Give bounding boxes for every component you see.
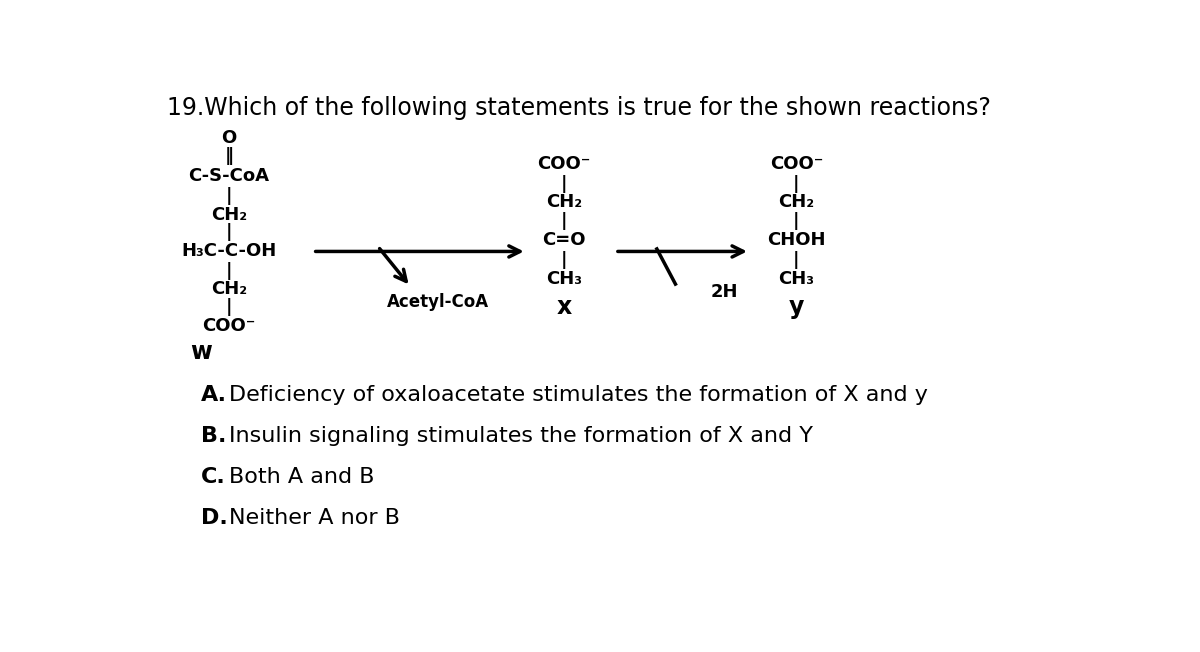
Text: w: w — [191, 340, 212, 364]
Text: |: | — [226, 262, 233, 280]
Text: Neither A nor B: Neither A nor B — [229, 508, 400, 528]
Text: |: | — [560, 213, 568, 230]
Text: |: | — [793, 251, 799, 269]
Text: y: y — [788, 295, 804, 319]
Text: CH₂: CH₂ — [546, 193, 582, 211]
Text: H₃C-C-OH: H₃C-C-OH — [181, 243, 277, 260]
Text: C.: C. — [202, 467, 226, 487]
Text: COO⁻: COO⁻ — [203, 317, 256, 334]
Text: |: | — [793, 213, 799, 230]
Text: 2H: 2H — [710, 282, 738, 301]
Text: ‖: ‖ — [224, 147, 234, 165]
Text: CH₃: CH₃ — [779, 270, 815, 288]
Text: |: | — [560, 175, 568, 193]
Text: |: | — [560, 251, 568, 269]
Text: CH₃: CH₃ — [546, 270, 582, 288]
Text: x: x — [557, 295, 571, 319]
Text: |: | — [226, 187, 233, 205]
Text: Deficiency of oxaloacetate stimulates the formation of X and y: Deficiency of oxaloacetate stimulates th… — [229, 385, 928, 404]
Text: CH₂: CH₂ — [211, 206, 247, 224]
Text: C-S-CoA: C-S-CoA — [188, 167, 270, 185]
Text: CH₂: CH₂ — [211, 280, 247, 298]
Text: COO⁻: COO⁻ — [538, 155, 590, 173]
Text: Acetyl-CoA: Acetyl-CoA — [388, 293, 490, 310]
Text: COO⁻: COO⁻ — [769, 155, 823, 173]
Text: B.: B. — [202, 426, 227, 446]
Text: O: O — [222, 130, 236, 147]
Text: CH₂: CH₂ — [779, 193, 815, 211]
Text: D.: D. — [202, 508, 228, 528]
Text: |: | — [226, 224, 233, 241]
Text: |: | — [226, 298, 233, 316]
Text: A.: A. — [202, 385, 227, 404]
Text: 19.Which of the following statements is true for the shown reactions?: 19.Which of the following statements is … — [167, 96, 991, 120]
Text: CHOH: CHOH — [767, 231, 826, 250]
Text: Both A and B: Both A and B — [229, 467, 374, 487]
Text: Insulin signaling stimulates the formation of X and Y: Insulin signaling stimulates the formati… — [229, 426, 814, 446]
Text: C=O: C=O — [542, 231, 586, 250]
Text: |: | — [793, 175, 799, 193]
